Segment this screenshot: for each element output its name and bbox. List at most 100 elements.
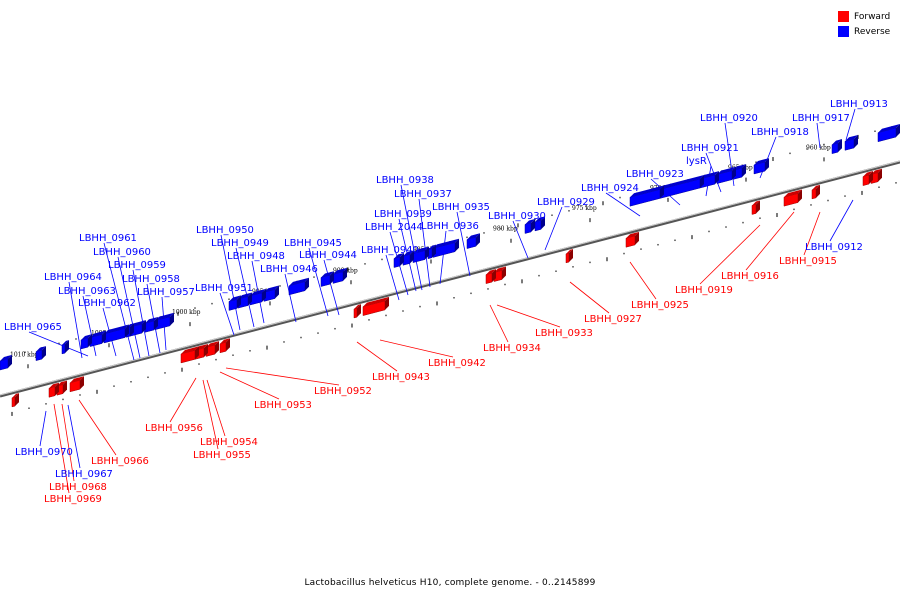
reverse-gene-label[interactable]: LBHH_0938 (376, 175, 434, 186)
leader-line (117, 256, 141, 359)
reverse-gene (402, 250, 414, 266)
reverse-gene-label[interactable]: LBHH_0913 (830, 99, 888, 110)
leader-line (385, 254, 400, 301)
forward-gene-label[interactable]: LBHH_0919 (675, 285, 733, 296)
reverse-gene (332, 267, 347, 284)
leader-line (439, 230, 447, 285)
leader-line (456, 211, 471, 277)
leader-line (496, 304, 561, 328)
forward-gene-label[interactable]: LBHH_0942 (428, 358, 486, 369)
leader-line (39, 410, 47, 447)
leader-line (512, 220, 529, 259)
reverse-gene-label[interactable]: LBHH_0939 (374, 209, 432, 220)
forward-gene-label[interactable]: LBHH_0916 (721, 271, 779, 282)
reverse-gene-label[interactable]: LBHH_0950 (196, 225, 254, 236)
leader-line (220, 234, 241, 331)
reverse-gene (0, 354, 12, 371)
leader-line (206, 379, 226, 437)
sequence-axis (0, 160, 900, 398)
reverse-gene-label[interactable]: LBHH_2044 (365, 222, 423, 233)
reverse-gene (263, 285, 279, 302)
leader-line (379, 339, 454, 358)
reverse-gene-label[interactable]: LBHH_0937 (394, 189, 452, 200)
forward-gene (751, 200, 760, 215)
reverse-gene-label[interactable]: LBHH_0912 (805, 242, 863, 253)
reverse-gene-label[interactable]: LBHH_0929 (537, 197, 595, 208)
reverse-gene-label[interactable]: lysR (686, 156, 707, 167)
reverse-gene (524, 218, 535, 234)
leader-line (219, 371, 280, 400)
reverse-gene-label[interactable]: LBHH_0949 (211, 238, 269, 249)
forward-gene-label[interactable]: LBHH_0954 (200, 437, 258, 448)
forward-gene-label[interactable]: LBHH_0915 (779, 256, 837, 267)
reverse-swatch (838, 26, 849, 37)
reverse-gene-label[interactable]: LBHH_0961 (79, 233, 137, 244)
reverse-gene (753, 158, 769, 175)
reverse-gene-label[interactable]: LBHH_0918 (751, 127, 809, 138)
forward-gene-label[interactable]: LBHH_0966 (91, 456, 149, 467)
forward-gene-label[interactable]: LBHH_0934 (483, 343, 541, 354)
leader-line (803, 211, 821, 256)
leader-line (356, 341, 398, 372)
reverse-gene-label[interactable]: LBHH_0936 (421, 221, 479, 232)
reverse-gene-label[interactable]: LBHH_0940 (361, 245, 419, 256)
forward-gene-label[interactable]: LBHH_0925 (631, 300, 689, 311)
reverse-gene-label[interactable]: LBHH_0962 (78, 298, 136, 309)
leader-line (235, 247, 255, 328)
forward-gene (625, 231, 639, 248)
reverse-gene-label[interactable]: LBHH_0963 (58, 286, 116, 297)
tick-label: 1010 kbp (10, 351, 39, 358)
gene-labels: LBHH_0913 LBHH_0917 LBHH_0920 LBHH_0918 LBHH… (4, 99, 888, 505)
tick-label: 1000 kbp (172, 309, 201, 316)
leader-line (544, 206, 563, 251)
forward-gene-label[interactable]: LBHH_0956 (145, 423, 203, 434)
reverse-gene-label[interactable]: LBHH_0935 (432, 202, 490, 213)
reverse-gene (61, 340, 69, 355)
reverse-gene (249, 288, 266, 306)
reverse-gene-label[interactable]: LBHH_0945 (284, 238, 342, 249)
label-leader-lines (28, 108, 856, 494)
forward-gene-label[interactable]: LBHH_0953 (254, 400, 312, 411)
reverse-gene-label[interactable]: LBHH_0965 (4, 322, 62, 333)
forward-gene-label[interactable]: LBHH_0933 (535, 328, 593, 339)
reverse-gene-label[interactable]: LBHH_0930 (488, 211, 546, 222)
reverse-gene-label[interactable]: LBHH_0958 (122, 274, 180, 285)
reverse-gene-label[interactable]: LBHH_0944 (299, 250, 357, 261)
reverse-gene-label[interactable]: LBHH_0920 (700, 113, 758, 124)
reverse-gene (432, 238, 459, 258)
forward-gene-label[interactable]: LBHH_0969 (44, 494, 102, 505)
reverse-gene-label[interactable]: LBHH_0948 (227, 251, 285, 262)
reverse-gene-label[interactable]: LBHH_0957 (137, 287, 195, 298)
reverse-gene-label[interactable]: LBHH_0970 (15, 447, 73, 458)
reverse-gene-label[interactable]: LBHH_0924 (581, 183, 639, 194)
forward-gene-label[interactable]: LBHH_0968 (49, 482, 107, 493)
reverse-gene (466, 233, 480, 249)
reverse-gene-label[interactable]: LBHH_0946 (260, 264, 318, 275)
reverse-gene (228, 295, 241, 311)
leader-line (225, 367, 340, 386)
leader-line (308, 247, 329, 317)
reverse-gene-label[interactable]: LBHH_0959 (108, 260, 166, 271)
reverse-gene-label[interactable]: LBHH_0951 (195, 283, 253, 294)
forward-gene (48, 382, 59, 398)
reverse-gene (716, 166, 736, 184)
reverse-gene-label[interactable]: LBHH_0960 (93, 247, 151, 258)
forward-gene-label[interactable]: LBHH_0927 (584, 314, 642, 325)
leader-line (68, 281, 83, 359)
forward-gene (485, 269, 496, 284)
reverse-gene-label[interactable]: LBHH_0967 (55, 469, 113, 480)
reverse-gene-label[interactable]: LBHH_0964 (44, 272, 102, 283)
leader-line (28, 331, 89, 357)
leader-line (169, 377, 197, 423)
reverse-gene-label[interactable]: LBHH_0921 (681, 143, 739, 154)
leader-line (82, 295, 97, 357)
reverse-gene-label[interactable]: LBHH_0923 (626, 169, 684, 180)
leader-line (489, 304, 509, 343)
forward-gene-label[interactable]: LBHH_0952 (314, 386, 372, 397)
forward-gene-label[interactable]: LBHH_0955 (193, 450, 251, 461)
forward-gene-label[interactable]: LBHH_0943 (372, 372, 430, 383)
legend-forward: Forward (838, 9, 890, 24)
reverse-gene-label[interactable]: LBHH_0917 (792, 113, 850, 124)
reverse-gene (844, 134, 858, 151)
